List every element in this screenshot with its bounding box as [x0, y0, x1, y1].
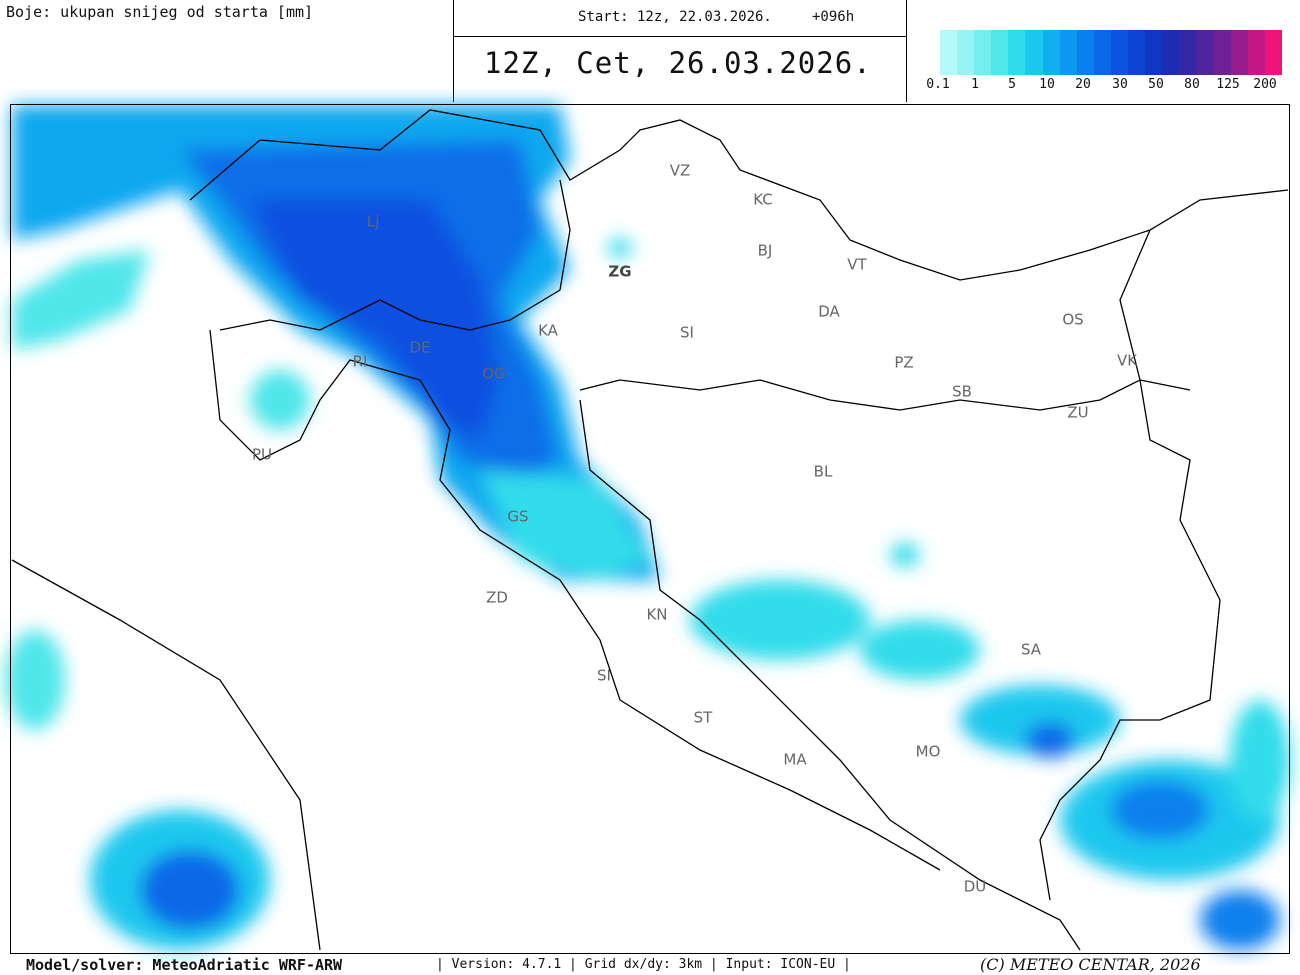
city-label: OS: [1062, 311, 1083, 329]
city-label: SI: [680, 324, 694, 342]
colorbar-cell: [940, 30, 958, 75]
model-info: | Version: 4.7.1 | Grid dx/dy: 3km | Inp…: [436, 957, 851, 972]
city-label: SA: [1021, 641, 1042, 659]
colorbar-label: 80: [1184, 77, 1200, 92]
start-time: Start: 12z, 22.03.2026.: [578, 9, 772, 25]
colorbar-cell: [1042, 30, 1060, 75]
city-label: BJ: [758, 242, 773, 260]
colorbar-label: 200: [1253, 77, 1277, 92]
copyright: (C) METEO CENTAR, 2026: [980, 955, 1201, 974]
colorbar-label: 1: [971, 77, 979, 92]
snow-field: [5, 105, 1290, 950]
city-label: DU: [964, 878, 987, 896]
city-label: KC: [753, 191, 773, 209]
city-label: Lj: [367, 213, 380, 231]
colorbar-cell: [957, 30, 975, 75]
lead-time: +096h: [812, 9, 855, 25]
city-label: MA: [783, 751, 807, 769]
colorbar-cell: [1162, 30, 1180, 75]
city-label: RI: [353, 353, 368, 371]
colorbar-label: 125: [1216, 77, 1240, 92]
city-label: DE: [409, 339, 430, 357]
colorbar-cell: [1076, 30, 1094, 75]
city-label: SB: [952, 383, 972, 401]
city-label: KA: [538, 322, 559, 340]
city-label: ZG: [608, 263, 631, 281]
city-label: PZ: [894, 354, 913, 372]
colorbar-cell: [1230, 30, 1248, 75]
colorbar-cell: [1093, 30, 1111, 75]
colorbar-label: 0.1: [926, 77, 950, 92]
city-label: ST: [694, 709, 714, 727]
colorbar: [940, 30, 1282, 75]
colorbar-cell: [1213, 30, 1231, 75]
city-label: DA: [818, 303, 840, 321]
colorbar-cell: [1264, 30, 1282, 75]
colorbar-label: 20: [1075, 77, 1091, 92]
colorbar-cell: [1145, 30, 1163, 75]
city-label: MO: [916, 743, 941, 761]
colorbar-cell: [1247, 30, 1265, 75]
city-label: OG: [482, 365, 505, 383]
city-label: PU: [252, 446, 272, 464]
colorbar-cell: [1008, 30, 1026, 75]
city-label: ZU: [1067, 404, 1088, 422]
valid-time: 12Z, Cet, 26.03.2026.: [484, 46, 872, 80]
city-label: VZ: [670, 162, 691, 180]
colorbar-label: 10: [1039, 77, 1055, 92]
city-label: VT: [847, 256, 867, 274]
colorbar-cell: [1196, 30, 1214, 75]
city-label: ZD: [486, 589, 508, 607]
city-label: KN: [646, 606, 667, 624]
colorbar-cell: [1128, 30, 1146, 75]
legend-title: Boje: ukupan snijeg od starta [mm]: [6, 3, 314, 21]
header-box: [453, 0, 907, 102]
colorbar-cell: [974, 30, 992, 75]
map-frame: [10, 104, 1290, 954]
colorbar-cell: [991, 30, 1009, 75]
colorbar-label: 50: [1148, 77, 1164, 92]
divider: [454, 36, 906, 37]
city-label: SI: [597, 667, 611, 685]
city-label: GS: [507, 508, 528, 526]
model-label: Model/solver: MeteoAdriatic WRF-ARW: [26, 956, 343, 974]
colorbar-cell: [1025, 30, 1043, 75]
city-label: VK: [1117, 352, 1138, 370]
colorbar-cell: [1059, 30, 1077, 75]
colorbar-cell: [1179, 30, 1197, 75]
colorbar-cell: [1110, 30, 1129, 75]
city-label: BL: [814, 463, 833, 481]
borders: [11, 109, 1289, 951]
colorbar-label: 30: [1112, 77, 1128, 92]
colorbar-label: 5: [1008, 77, 1016, 92]
